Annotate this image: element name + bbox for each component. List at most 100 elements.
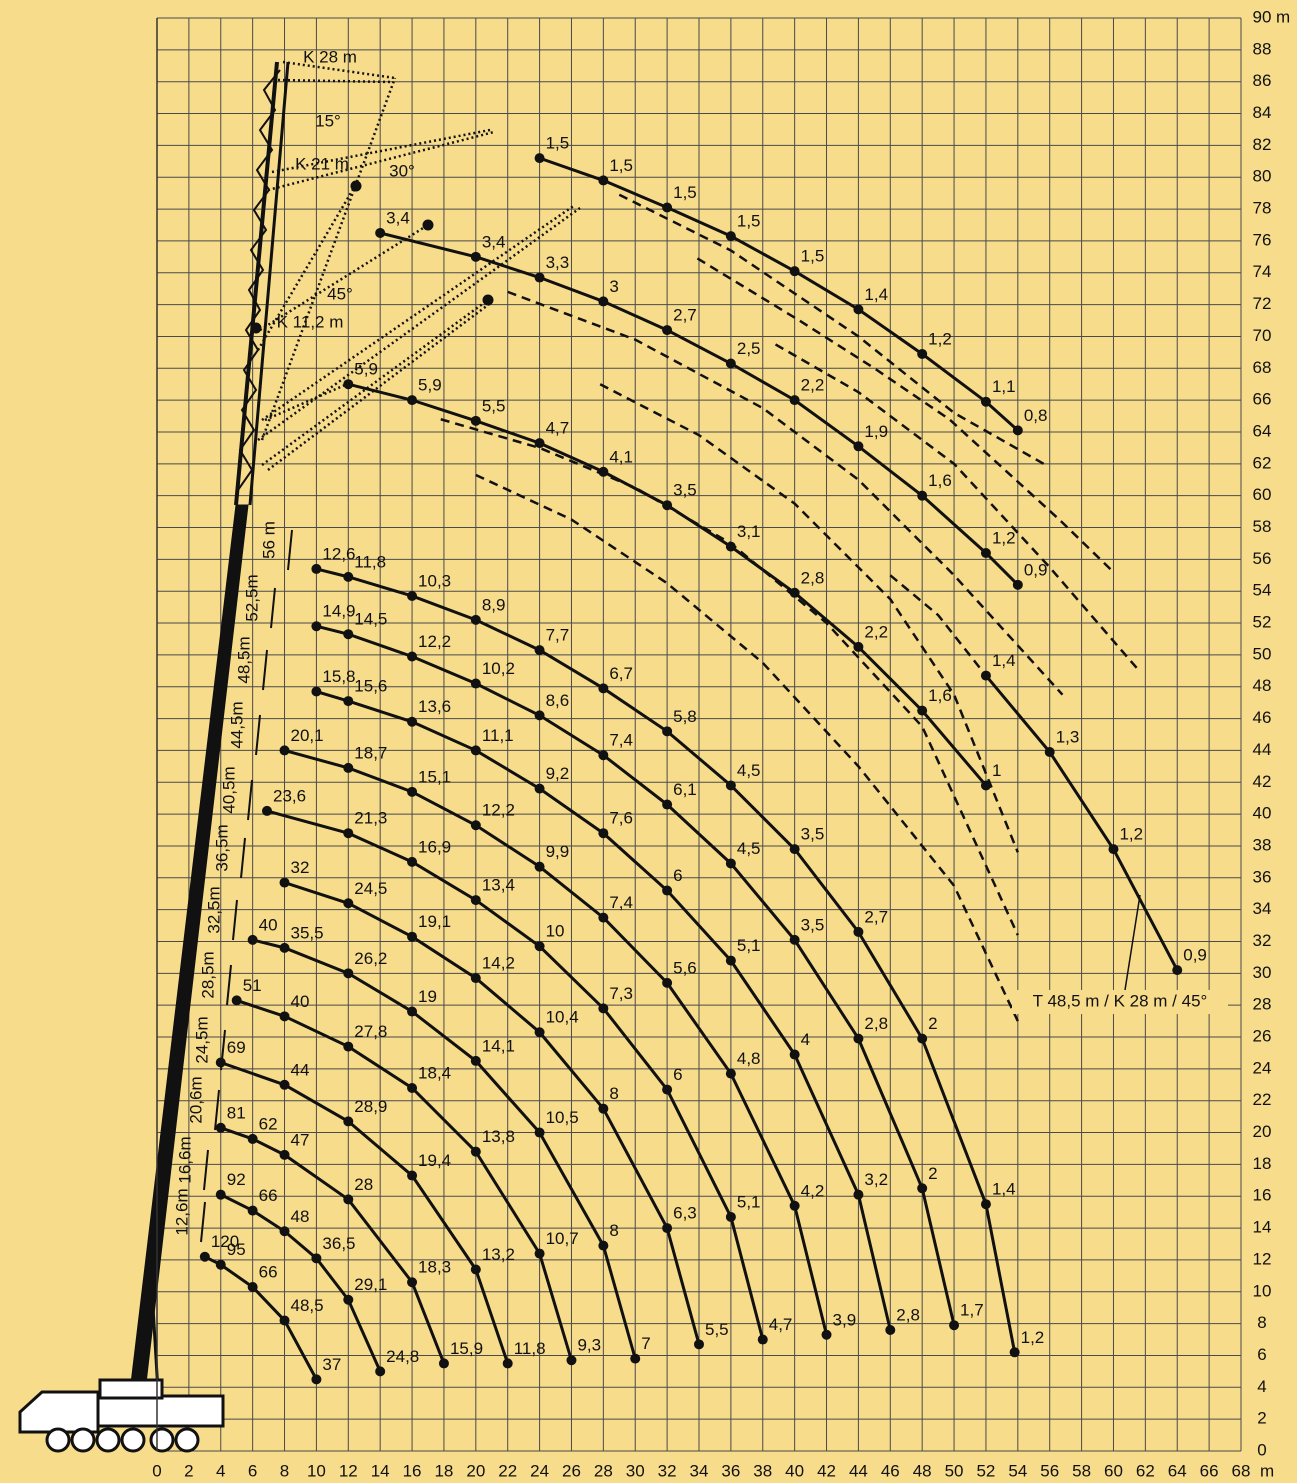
boom-length-label: 32,5m — [204, 886, 223, 933]
load-label: 18,7 — [354, 743, 387, 762]
y-tick-label: 44 — [1253, 740, 1272, 759]
load-point — [343, 572, 353, 582]
load-label: 4 — [801, 1030, 810, 1049]
y-tick-label: 68 — [1253, 358, 1272, 377]
load-label: 14,5 — [354, 610, 387, 629]
load-point — [439, 1358, 449, 1368]
x-tick-label: 28 — [594, 1461, 613, 1480]
load-point — [917, 1034, 927, 1044]
x-tick-label: 52 — [976, 1461, 995, 1480]
load-label: 14,9 — [322, 602, 355, 621]
load-label: 3,1 — [737, 522, 761, 541]
y-tick-label: 38 — [1253, 835, 1272, 854]
load-label: 14,2 — [482, 954, 515, 973]
load-point — [375, 1366, 385, 1376]
load-point — [471, 416, 481, 426]
y-tick-label: 80 — [1253, 167, 1272, 186]
load-label: 3,4 — [482, 232, 506, 251]
series-label: T 48,5 m / K 28 m / 45° — [1033, 991, 1208, 1010]
x-tick-label: 30 — [626, 1461, 645, 1480]
y-tick-label: 22 — [1253, 1090, 1272, 1109]
load-point — [216, 1123, 226, 1133]
y-tick-label: 88 — [1253, 39, 1272, 58]
y-tick-label: 42 — [1253, 772, 1272, 791]
load-label: 48 — [291, 1207, 310, 1226]
load-point — [726, 956, 736, 966]
load-label: 5,5 — [705, 1320, 729, 1339]
load-label: 0,9 — [1024, 560, 1048, 579]
chart: 0246810121416182022242628303234363840424… — [0, 0, 1297, 1483]
load-label: 1,2 — [992, 528, 1016, 547]
load-point — [407, 1277, 417, 1287]
load-point — [280, 1150, 290, 1160]
load-point — [471, 1264, 481, 1274]
load-label: 3,2 — [864, 1170, 888, 1189]
load-label: 12,6 — [322, 544, 355, 563]
load-point — [471, 679, 481, 689]
load-label: 5,9 — [354, 360, 378, 379]
load-point — [248, 935, 258, 945]
load-point — [471, 820, 481, 830]
load-label: 40 — [291, 992, 310, 1011]
load-label: 69 — [227, 1038, 246, 1057]
load-label: 5,1 — [737, 936, 761, 955]
y-tick-label: 86 — [1253, 71, 1272, 90]
y-tick-label: 84 — [1253, 103, 1272, 122]
load-label: 24,5 — [354, 879, 387, 898]
y-tick-label: 36 — [1253, 867, 1272, 886]
load-point — [280, 745, 290, 755]
load-point — [790, 1050, 800, 1060]
y-tick-label: 60 — [1253, 485, 1272, 504]
load-point — [262, 806, 272, 816]
load-point — [200, 1252, 210, 1262]
load-label: 4,5 — [737, 839, 761, 858]
load-point — [885, 1325, 895, 1335]
x-tick-label: 16 — [403, 1461, 422, 1480]
load-point — [598, 683, 608, 693]
load-point — [726, 858, 736, 868]
load-label: 44 — [291, 1060, 310, 1079]
load-point — [694, 1339, 704, 1349]
annotation: 45° — [327, 284, 353, 303]
load-point — [375, 228, 385, 238]
x-tick-label: 56 — [1040, 1461, 1059, 1480]
y-tick-label: 50 — [1253, 644, 1272, 663]
load-label: 3,5 — [801, 915, 825, 934]
y-tick-label: 10 — [1253, 1281, 1272, 1300]
load-point — [598, 1241, 608, 1251]
load-label: 4,2 — [801, 1181, 825, 1200]
y-tick-label: 18 — [1253, 1154, 1272, 1173]
load-point — [662, 886, 672, 896]
load-label: 3,3 — [546, 253, 570, 272]
y-tick-label: 70 — [1253, 326, 1272, 345]
load-point — [280, 878, 290, 888]
load-point — [662, 800, 672, 810]
load-point — [407, 857, 417, 867]
load-label: 1,4 — [992, 651, 1016, 670]
load-label: 1,5 — [673, 183, 697, 202]
load-point — [981, 671, 991, 681]
x-tick-label: 14 — [371, 1461, 390, 1480]
load-point — [343, 1194, 353, 1204]
load-label: 1,5 — [801, 247, 825, 266]
load-point — [471, 1147, 481, 1157]
x-tick-label: 24 — [530, 1461, 549, 1480]
load-point — [1108, 844, 1118, 854]
load-label: 19 — [418, 987, 437, 1006]
load-label: 13,2 — [482, 1245, 515, 1264]
y-tick-label: 8 — [1257, 1313, 1266, 1332]
load-label: 20,1 — [291, 726, 324, 745]
load-label: 15,6 — [354, 677, 387, 696]
load-point — [662, 500, 672, 510]
load-point — [662, 325, 672, 335]
load-point — [535, 941, 545, 951]
boom-length-label: 28,5m — [198, 951, 217, 998]
y-tick-label: 74 — [1253, 262, 1272, 281]
load-point — [790, 1201, 800, 1211]
load-point — [407, 1083, 417, 1093]
x-tick-label: 0 — [152, 1461, 161, 1480]
load-label: 6,3 — [673, 1204, 697, 1223]
load-point — [216, 1190, 226, 1200]
load-label: 95 — [227, 1240, 246, 1259]
load-point — [535, 1027, 545, 1037]
